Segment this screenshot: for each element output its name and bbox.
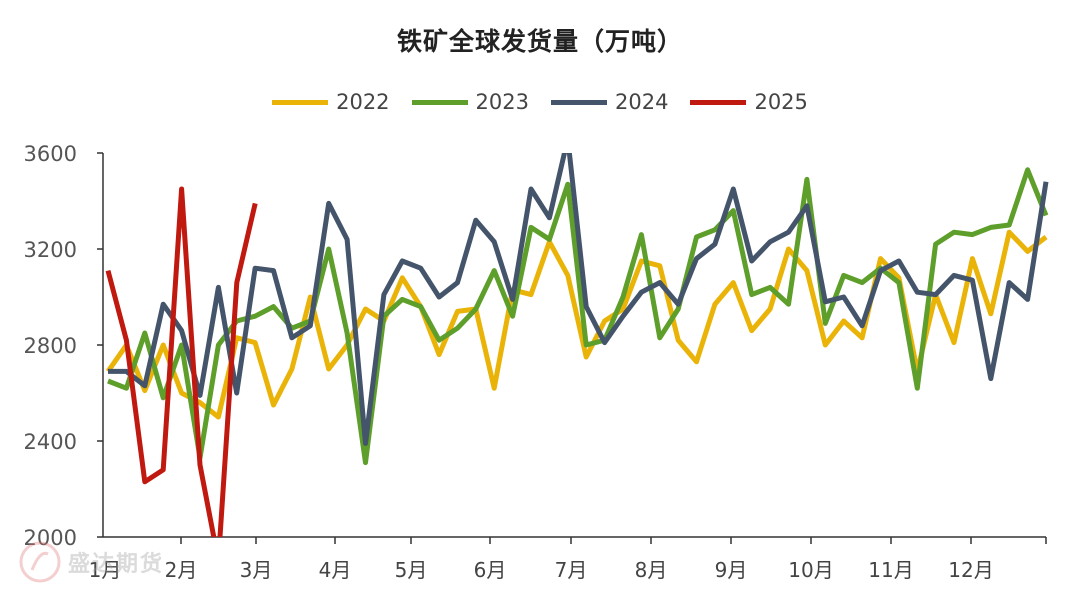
legend-swatch — [411, 99, 468, 105]
series-line-2023 — [107, 167, 1049, 466]
x-tick-label: 10月 — [788, 558, 833, 582]
legend-label: 2024 — [615, 90, 669, 114]
y-tick-label: 2800 — [24, 334, 77, 358]
legend-item-2024: 2024 — [551, 90, 668, 114]
legend-swatch — [690, 99, 747, 105]
x-tick-label: 1月 — [89, 558, 122, 582]
x-tick-label: 7月 — [555, 558, 588, 582]
y-tick-label: 2000 — [24, 526, 77, 550]
legend-item-2022: 2022 — [272, 90, 390, 114]
logo-icon — [19, 541, 61, 583]
legend-item-2025: 2025 — [690, 90, 808, 114]
x-tick-label: 4月 — [319, 558, 352, 582]
watermark-text: 盛达期货 — [68, 552, 165, 577]
series-line-2024 — [108, 153, 1049, 446]
legend-label: 2023 — [475, 90, 529, 114]
watermark-logo: 盛达期货 — [18, 540, 164, 584]
x-tick-label: 5月 — [395, 558, 428, 582]
x-tick-label: 2月 — [165, 558, 198, 582]
legend: 2022 2023 2024 2025 — [0, 90, 1080, 114]
legend-label: 2022 — [336, 90, 390, 114]
legend-swatch — [551, 99, 607, 105]
series-line-2025 — [105, 186, 258, 537]
y-tick-label: 2400 — [24, 430, 77, 454]
x-tick-label: 9月 — [715, 558, 748, 582]
x-tick-label: 6月 — [474, 558, 507, 582]
legend-item-2023: 2023 — [411, 90, 529, 114]
y-tick-label: 3600 — [24, 142, 77, 166]
y-tick-label: 3200 — [24, 238, 77, 262]
x-tick-label: 12月 — [948, 558, 993, 582]
chart-title: 铁矿全球发货量（万吨） — [396, 27, 683, 56]
legend-swatch — [272, 99, 329, 105]
x-tick-label: 3月 — [240, 558, 273, 582]
x-tick-label: 11月 — [868, 558, 913, 582]
x-tick-label: 8月 — [635, 558, 668, 582]
legend-label: 2025 — [754, 90, 808, 114]
